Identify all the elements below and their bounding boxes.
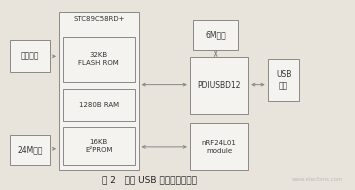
Text: 1280B RAM: 1280B RAM <box>79 102 119 108</box>
Text: PDIUSBD12: PDIUSBD12 <box>197 81 241 90</box>
Text: STC89C58RD+: STC89C58RD+ <box>73 16 125 22</box>
Bar <box>10 135 50 165</box>
Bar <box>10 40 50 72</box>
Text: 图 2   无线 USB 控制器实现方案: 图 2 无线 USB 控制器实现方案 <box>102 176 197 185</box>
Text: 复位电路: 复位电路 <box>21 52 39 61</box>
Text: 16KB
E²PROM: 16KB E²PROM <box>85 139 113 153</box>
Text: 24M晶振: 24M晶振 <box>17 145 43 154</box>
Bar <box>59 12 138 170</box>
Text: nRF24L01
module: nRF24L01 module <box>202 140 236 154</box>
Bar <box>62 89 135 121</box>
Bar <box>193 21 237 50</box>
Text: 6M晶振: 6M晶振 <box>205 31 226 40</box>
Text: USB
接口: USB 接口 <box>276 70 291 90</box>
Bar <box>62 36 135 82</box>
Bar <box>62 127 135 165</box>
Text: www.elecfans.com: www.elecfans.com <box>292 177 344 182</box>
Text: 32KB
FLASH ROM: 32KB FLASH ROM <box>78 52 119 66</box>
Bar <box>190 123 248 170</box>
Bar <box>190 57 248 114</box>
Bar <box>268 59 300 101</box>
